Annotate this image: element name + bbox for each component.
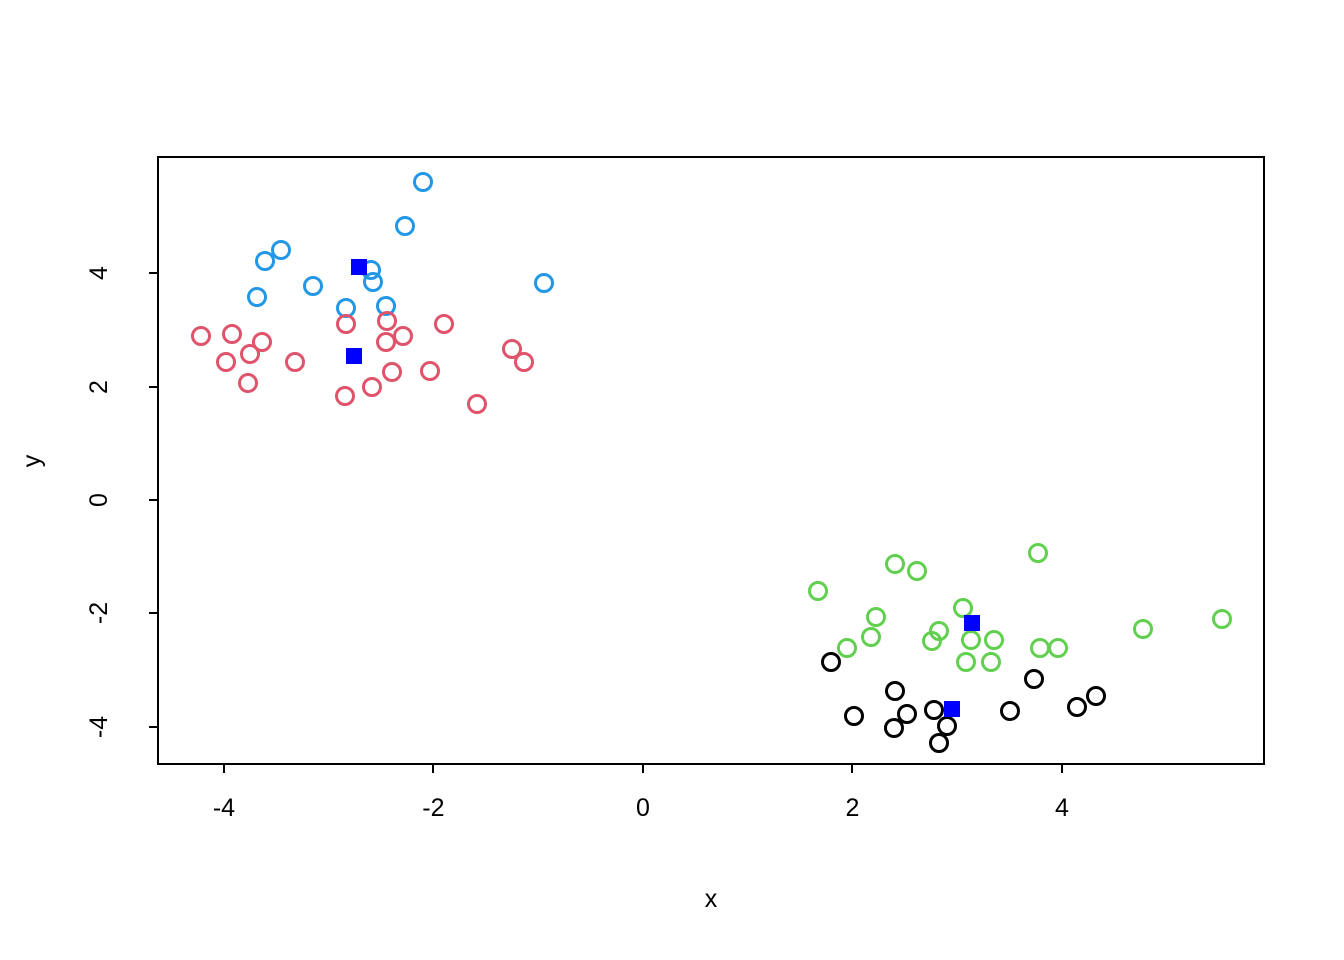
x-axis-tick-label: -4: [212, 794, 236, 822]
y-axis-tick: [149, 612, 159, 615]
cluster-black-point: [844, 705, 865, 726]
cluster-red-point: [238, 373, 259, 394]
cluster-blue-point: [247, 287, 268, 308]
cluster-black-point: [885, 680, 906, 701]
cluster-green-point: [885, 553, 906, 574]
y-axis-tick-label: -4: [85, 715, 113, 738]
cluster-red-point: [393, 326, 414, 347]
x-axis-title: x: [704, 885, 718, 913]
cluster-red-point: [361, 377, 382, 398]
x-axis-tick-label: 4: [1054, 794, 1069, 822]
cluster-red-point: [251, 331, 272, 352]
cluster-red-point: [501, 338, 522, 359]
cluster-green-point: [1027, 543, 1048, 564]
cluster-blue-point: [270, 239, 291, 260]
cluster-red-point: [222, 323, 243, 344]
cluster-green-point: [983, 629, 1004, 650]
cluster-blue-point: [534, 272, 555, 293]
cluster-black-point: [821, 652, 842, 673]
x-axis-tick-label: -2: [422, 794, 445, 822]
cluster-green-point: [837, 638, 858, 659]
cluster-red-point: [377, 310, 398, 331]
cluster-black-point: [924, 699, 945, 720]
cluster-black-point: [929, 732, 950, 753]
cluster-black-point: [999, 701, 1020, 722]
cluster-blue-point: [302, 275, 323, 296]
cluster-black-point: [1086, 686, 1107, 707]
cluster-blue-point: [362, 271, 383, 292]
y-axis-tick: [149, 498, 159, 501]
cluster-blue-point: [412, 171, 433, 192]
cluster-red-point: [190, 326, 211, 347]
cluster-blue-point: [395, 216, 416, 237]
cluster-red-point: [335, 386, 356, 407]
cluster-red-point: [381, 361, 402, 382]
cluster-green-point: [960, 629, 981, 650]
cluster-red-point: [240, 343, 261, 364]
x-axis-tick-label: 0: [635, 794, 650, 822]
cluster-black-point: [896, 703, 917, 724]
y-axis-tick: [149, 385, 159, 388]
cluster-red-point: [420, 360, 441, 381]
cluster-centers-point: [351, 259, 368, 276]
cluster-red-point: [513, 351, 534, 372]
cluster-red-point: [467, 394, 488, 415]
cluster-red-point: [336, 313, 357, 334]
cluster-green-point: [1132, 618, 1153, 639]
cluster-red-point: [216, 352, 237, 373]
cluster-green-point: [953, 597, 974, 618]
x-axis-tick: [432, 763, 435, 773]
cluster-centers-point: [943, 700, 960, 717]
cluster-black-point: [884, 718, 905, 739]
y-axis-tick-label: -2: [85, 602, 113, 625]
cluster-black-point: [936, 716, 957, 737]
x-axis-tick: [222, 763, 225, 773]
plot-area: x y -4 -2 0 2 4 -4 -2 0 2 4: [18, 156, 1265, 913]
x-axis-tick-label: 2: [845, 794, 860, 822]
cluster-red-point: [433, 313, 454, 334]
cluster-red-point: [285, 351, 306, 372]
y-axis-tick-label: 2: [85, 379, 113, 394]
x-axis-tick: [641, 763, 644, 773]
cluster-green-point: [807, 580, 828, 601]
y-axis-tick: [149, 272, 159, 275]
cluster-green-point: [1212, 608, 1233, 629]
y-axis-tick-label: 0: [85, 492, 113, 507]
x-axis-tick: [1060, 763, 1063, 773]
cluster-green-point: [980, 652, 1001, 673]
y-axis-tick: [149, 725, 159, 728]
cluster-black-point: [1066, 696, 1087, 717]
y-axis-title: y: [18, 454, 46, 467]
cluster-green-point: [1047, 637, 1068, 658]
cluster-centers-point: [963, 614, 980, 631]
cluster-green-point: [866, 607, 887, 628]
y-axis-tick-label: 4: [85, 266, 113, 281]
cluster-green-point: [922, 630, 942, 651]
x-axis-tick: [851, 763, 854, 773]
cluster-green-point: [907, 561, 928, 582]
cluster-blue-point: [254, 251, 275, 272]
cluster-green-point: [861, 626, 882, 647]
cluster-green-point: [955, 652, 976, 673]
cluster-centers-point: [345, 347, 362, 364]
cluster-black-point: [1023, 669, 1044, 690]
